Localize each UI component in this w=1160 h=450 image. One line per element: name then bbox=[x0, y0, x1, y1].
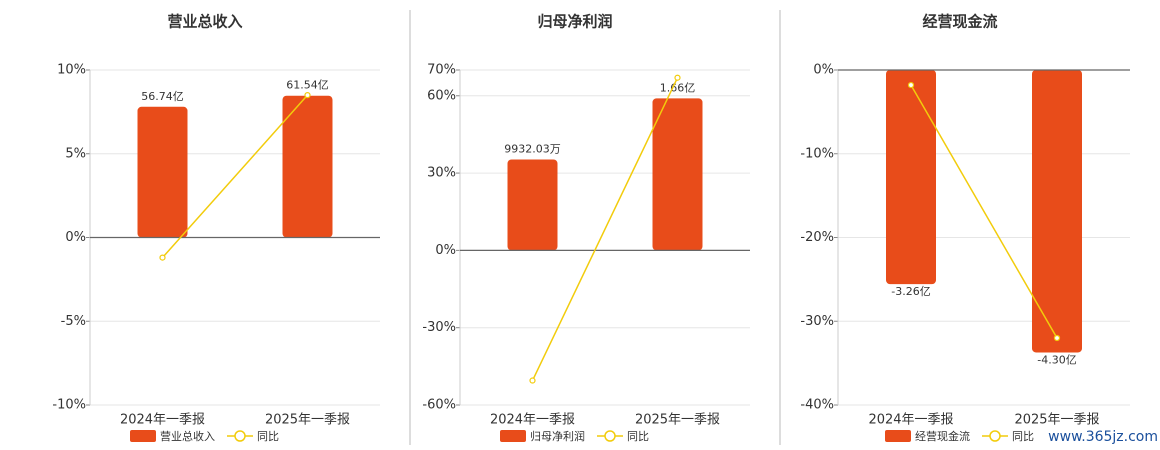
legend-label: 同比 bbox=[1012, 430, 1034, 443]
bar bbox=[137, 106, 188, 238]
y-tick-label: 30% bbox=[427, 166, 456, 181]
line bbox=[531, 77, 679, 381]
legend-label: 经营现金流 bbox=[915, 429, 970, 443]
legend-swatch bbox=[130, 430, 156, 442]
y-tick-label: 0% bbox=[813, 63, 834, 78]
bar bbox=[652, 98, 703, 251]
line-marker bbox=[529, 377, 536, 384]
y-tick-label: 0% bbox=[65, 230, 86, 245]
y-tick-label: -10% bbox=[800, 146, 834, 161]
chart-title: 归母净利润 bbox=[537, 13, 612, 31]
line bbox=[910, 84, 1058, 339]
y-tick-label: -10% bbox=[52, 398, 86, 413]
line-marker bbox=[1053, 334, 1061, 342]
chart-title: 营业总收入 bbox=[167, 13, 242, 31]
y-tick-label: 0% bbox=[435, 243, 456, 258]
y-tick-label: -40% bbox=[800, 398, 834, 413]
x-tick-label: 2024年一季报 bbox=[120, 413, 205, 428]
legend-label: 同比 bbox=[257, 430, 279, 443]
y-tick-label: 60% bbox=[427, 88, 456, 103]
line bbox=[161, 94, 309, 259]
bar-value-label: 9932.03万 bbox=[504, 142, 561, 155]
line-marker bbox=[674, 74, 681, 81]
bar-value-label: 1.66亿 bbox=[660, 81, 696, 94]
legend-label: 同比 bbox=[627, 430, 649, 443]
y-tick-label: 5% bbox=[65, 146, 86, 161]
bar-value-label: 56.74亿 bbox=[141, 90, 184, 103]
y-tick-label: -20% bbox=[800, 230, 834, 245]
y-tick-label: -30% bbox=[422, 320, 456, 335]
y-tick-label: 10% bbox=[57, 63, 86, 78]
x-tick-label: 2024年一季报 bbox=[868, 413, 953, 428]
chart-title: 经营现金流 bbox=[922, 13, 997, 31]
y-tick-label: -60% bbox=[422, 398, 456, 413]
line-marker bbox=[304, 92, 311, 99]
y-tick-label: -5% bbox=[61, 314, 86, 329]
x-tick-label: 2025年一季报 bbox=[635, 413, 720, 428]
legend-swatch bbox=[604, 430, 616, 442]
bar-value-label: -3.26亿 bbox=[891, 285, 930, 298]
legend-swatch bbox=[234, 430, 246, 442]
bar bbox=[282, 95, 333, 238]
x-tick-label: 2024年一季报 bbox=[490, 413, 575, 428]
x-tick-label: 2025年一季报 bbox=[1014, 413, 1099, 428]
legend-swatch bbox=[500, 430, 526, 442]
bar bbox=[1032, 70, 1082, 353]
legend-label: 营业总收入 bbox=[160, 429, 215, 443]
line-marker bbox=[907, 81, 915, 89]
legend-swatch bbox=[885, 430, 911, 442]
y-tick-label: 70% bbox=[427, 63, 456, 78]
bar bbox=[886, 70, 936, 285]
line-marker bbox=[159, 254, 166, 261]
bar-value-label: 61.54亿 bbox=[286, 79, 329, 92]
legend-swatch bbox=[989, 430, 1001, 442]
legend-label: 归母净利润 bbox=[530, 429, 585, 443]
x-tick-label: 2025年一季报 bbox=[265, 413, 350, 428]
bar-value-label: -4.30亿 bbox=[1037, 353, 1076, 366]
watermark: www.365jz.com bbox=[1048, 429, 1158, 445]
y-tick-label: -30% bbox=[800, 314, 834, 329]
bar bbox=[507, 159, 558, 251]
